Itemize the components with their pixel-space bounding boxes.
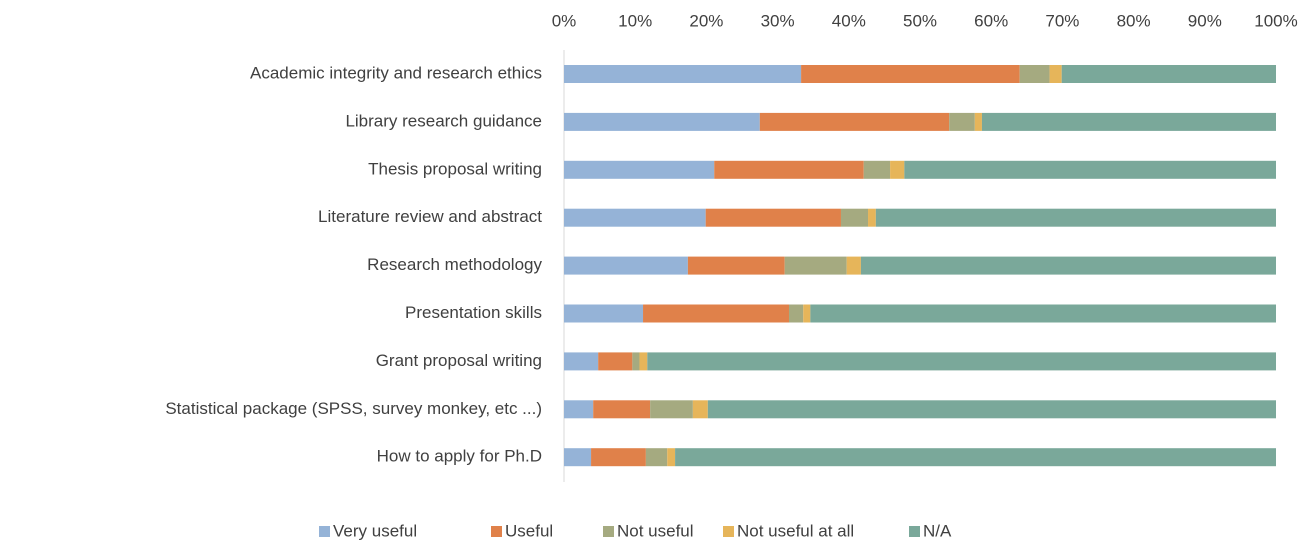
x-tick-label: 50% [903, 11, 937, 30]
bar-segment [643, 304, 789, 323]
x-tick-label: 0% [552, 11, 577, 30]
bar-segment [564, 256, 688, 275]
bar-segment [705, 208, 841, 227]
bar-segment [645, 448, 668, 467]
legend-swatch [603, 526, 614, 537]
category-label: Literature review and abstract [318, 207, 542, 226]
bar-segment [863, 160, 891, 179]
bar-segment [564, 160, 715, 179]
x-tick-label: 10% [618, 11, 652, 30]
category-label: Library research guidance [345, 111, 542, 130]
bar-segment [784, 256, 847, 275]
bar-segment [1049, 65, 1062, 83]
bar-segment [904, 160, 1276, 179]
bar-segment [687, 256, 785, 275]
bar-segment [591, 448, 646, 467]
x-tick-label: 90% [1188, 11, 1222, 30]
legend-swatch [909, 526, 920, 537]
x-tick-label: 40% [832, 11, 866, 30]
bar-segment [675, 448, 1276, 467]
bar-segment [593, 400, 651, 419]
bar-segment [810, 304, 1276, 323]
bar-segment [949, 112, 975, 131]
bar-segment [803, 304, 811, 323]
bar-segment [564, 112, 760, 131]
bar-segment [890, 160, 905, 179]
bar-segment [868, 208, 876, 227]
legend-swatch [491, 526, 502, 537]
category-label: Research methodology [367, 255, 542, 274]
bar-segment [875, 208, 1276, 227]
category-label: Academic integrity and research ethics [250, 63, 542, 82]
x-tick-label: 30% [761, 11, 795, 30]
x-tick-label: 80% [1117, 11, 1151, 30]
bar-segment [647, 352, 1276, 371]
legend-label: Not useful at all [737, 521, 854, 540]
bar-segment [564, 448, 592, 467]
bar-segment [840, 208, 869, 227]
category-label: Presentation skills [405, 303, 542, 322]
bar-segment [759, 112, 950, 131]
category-label: Thesis proposal writing [368, 159, 542, 178]
bar-segment [714, 160, 864, 179]
bar-segment [667, 448, 676, 467]
bar-segment [564, 208, 706, 227]
category-label: Grant proposal writing [376, 351, 542, 370]
bar-segment [598, 352, 633, 371]
x-tick-label: 70% [1045, 11, 1079, 30]
x-tick-label: 20% [689, 11, 723, 30]
bar-segment [846, 256, 861, 275]
legend-label: Useful [505, 521, 553, 540]
bar-segment [564, 65, 802, 83]
legend-label: N/A [923, 521, 952, 540]
bar-segment [692, 400, 708, 419]
bar-segment [974, 112, 982, 131]
bar-segment [1019, 65, 1050, 83]
bar-segment [564, 400, 594, 419]
bar-segment [650, 400, 693, 419]
bar-segment [707, 400, 1276, 419]
category-label: Statistical package (SPSS, survey monkey… [165, 399, 542, 418]
legend-swatch [723, 526, 734, 537]
legend-swatch [319, 526, 330, 537]
bar-segment [639, 352, 648, 371]
legend-label: Not useful [617, 521, 694, 540]
bar-segment [788, 304, 804, 323]
x-tick-label: 60% [974, 11, 1008, 30]
bar-segment [981, 112, 1276, 131]
bar-segment [860, 256, 1276, 275]
legend-label: Very useful [333, 521, 417, 540]
bar-segment [801, 65, 1020, 83]
category-label: How to apply for Ph.D [377, 447, 542, 466]
bar-segment [564, 304, 644, 323]
bar-segment [564, 352, 599, 371]
x-tick-label: 100% [1254, 11, 1297, 30]
bar-segment [1061, 65, 1276, 83]
bar-segment [632, 352, 640, 371]
